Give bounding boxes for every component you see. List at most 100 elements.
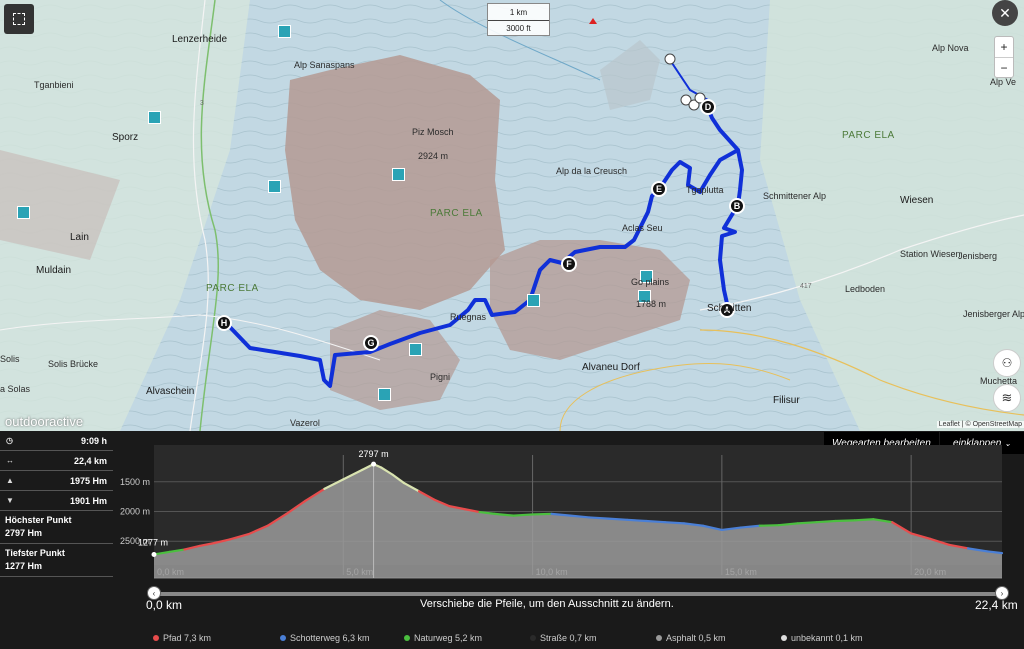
legend-item: Pfad 7,3 km: [153, 633, 211, 643]
label-alp-ve: Alp Ve: [990, 77, 1017, 87]
chevron-down-icon: ⌄: [1004, 438, 1012, 448]
waypoint-e[interactable]: E: [651, 181, 667, 197]
waypoint-g-letter: G: [367, 338, 375, 348]
label-parc-ela-east: PARC ELA: [842, 130, 895, 141]
label-piz-mosch: Piz Mosch: [412, 127, 454, 137]
waypoint-d-letter: D: [704, 102, 712, 112]
label-tganbieni: Tganbieni: [34, 80, 74, 90]
label-muldain: Muldain: [36, 265, 72, 276]
label-parc-ela-center: PARC ELA: [430, 208, 483, 219]
label-lain: Lain: [70, 232, 89, 243]
zoom-out-button[interactable]: −: [995, 57, 1013, 77]
poi-marker[interactable]: [640, 270, 653, 283]
poi-marker[interactable]: [392, 168, 405, 181]
label-jenisberg: Jenisberg: [958, 251, 998, 261]
waypoint-a[interactable]: A: [719, 302, 735, 318]
stat-highest: Höchster Punkt 2797 Hm: [0, 511, 113, 544]
slider-start-label: 0,0 km: [146, 598, 183, 612]
stat-lowest: Tiefster Punkt 1277 Hm: [0, 544, 113, 577]
clock-icon: ◷: [6, 436, 13, 445]
select-area-button[interactable]: [4, 4, 34, 34]
waypoint-g[interactable]: G: [363, 335, 379, 351]
collapse-label: einklappen: [952, 437, 1002, 449]
label-solas: a Solas: [0, 384, 31, 394]
zoom-in-button[interactable]: +: [1000, 40, 1008, 54]
legend-swatch: [781, 635, 787, 641]
stat-duration: ◷ 9:09 h: [0, 431, 113, 451]
label-alp-da-la-creusch: Alp da la Creusch: [556, 166, 628, 176]
range-slider-right-handle[interactable]: ›: [995, 586, 1009, 600]
legend-swatch: [153, 635, 159, 641]
legend-swatch: [280, 635, 286, 641]
legend-item: Straße 0,7 km: [530, 633, 597, 643]
poi-marker[interactable]: [527, 294, 540, 307]
poi-marker[interactable]: [409, 343, 422, 356]
collapse-button[interactable]: einklappen ⌄: [940, 432, 1024, 454]
range-slider-track[interactable]: [154, 592, 1002, 596]
map-scale: 1 km 3000 ft: [487, 3, 550, 36]
label-filisur: Filisur: [773, 395, 800, 406]
descent-icon: ▼: [6, 496, 14, 505]
highest-value: 2797 Hm: [5, 528, 43, 538]
label-solis-brucke: Solis Brücke: [48, 359, 99, 369]
label-alvaneu-dorf: Alvaneu Dorf: [582, 362, 640, 373]
poi-marker[interactable]: [638, 290, 651, 303]
label-schmitten: Schmitten: [707, 303, 752, 314]
map-attribution[interactable]: Leaflet | © OpenStreetMap: [936, 421, 1024, 428]
waypoint-a-letter: A: [723, 305, 731, 315]
tour-stats: ◷ 9:09 h ↔ 22,4 km ▲ 1975 Hm ▼ 1901 Hm H…: [0, 431, 113, 649]
topo-map[interactable]: A B D E F G H Lenzerheide Tganbieni Spor…: [0, 0, 1024, 431]
legend-item: Schotterweg 6,3 km: [280, 633, 370, 643]
label-schmittener-alp: Schmittener Alp: [763, 191, 827, 201]
label-aclas-seu: Aclas Seu: [622, 223, 663, 233]
duration-value: 9:09 h: [80, 435, 107, 446]
label-lenzerheide: Lenzerheide: [172, 34, 228, 45]
edit-waytypes-button[interactable]: Wegearten bearbeiten: [824, 432, 939, 454]
brand-logo: outdooractive: [5, 414, 84, 429]
scale-km: 1 km: [509, 7, 528, 17]
label-alp-nova: Alp Nova: [932, 43, 969, 53]
waypoint-d[interactable]: D: [700, 99, 716, 115]
legend-label: Pfad 7,3 km: [163, 633, 212, 643]
waypoint-b-letter: B: [733, 201, 741, 211]
elevation-profile-panel: Wegearten bearbeiten einklappen ⌄: [113, 431, 1024, 649]
chevron-left-icon: ‹: [152, 588, 156, 598]
label-piz-mosch-altitude: 2924 m: [418, 151, 449, 161]
legend-item: unbekannt 0,1 km: [781, 633, 863, 643]
close-button[interactable]: ✕: [992, 0, 1018, 26]
waypoint-h[interactable]: H: [216, 315, 232, 331]
label-tgaplutta: Tgaplutta: [686, 185, 724, 195]
waypoint-b[interactable]: B: [729, 198, 745, 214]
poi-marker[interactable]: [268, 180, 281, 193]
poi-marker[interactable]: [17, 206, 30, 219]
stat-ascent: ▲ 1975 Hm: [0, 471, 113, 491]
label-jenisberger-alp: Jenisberger Alp: [963, 309, 1024, 319]
legend-swatch: [530, 635, 536, 641]
label-alp-sanaspans: Alp Sanaspans: [294, 60, 355, 70]
legend-label: Asphalt 0,5 km: [666, 633, 726, 643]
ascent-value: 1975 Hm: [69, 475, 107, 486]
layers-button[interactable]: ≋: [993, 384, 1021, 412]
close-icon: ✕: [999, 5, 1011, 21]
legend-swatch: [656, 635, 662, 641]
label-sporz: Sporz: [112, 132, 139, 143]
crop-icon: [13, 13, 25, 25]
label-muchetta: Muchetta: [980, 376, 1018, 386]
stat-distance: ↔ 22,4 km: [0, 451, 113, 471]
poi-marker[interactable]: [278, 25, 291, 38]
poi-marker[interactable]: [378, 388, 391, 401]
range-slider-left-handle[interactable]: ‹: [147, 586, 161, 600]
label-altitude-1788: 1788 m: [636, 299, 667, 309]
chevron-right-icon: ›: [1000, 588, 1004, 598]
legend-swatch: [404, 635, 410, 641]
label-ledboden: Ledboden: [845, 284, 886, 294]
label-ruegnas: Ruegnas: [450, 312, 487, 322]
poi-marker[interactable]: [148, 111, 161, 124]
slider-end-label: 22,4 km: [975, 598, 1018, 612]
label-pigni: Pigni: [430, 372, 451, 382]
label-solis: Solis: [0, 354, 20, 364]
descent-value: 1901 Hm: [69, 495, 107, 506]
lowest-label: Tiefster Punkt: [5, 548, 65, 558]
route-tools-button[interactable]: ⚇: [993, 349, 1021, 377]
waypoint-f[interactable]: F: [561, 256, 577, 272]
